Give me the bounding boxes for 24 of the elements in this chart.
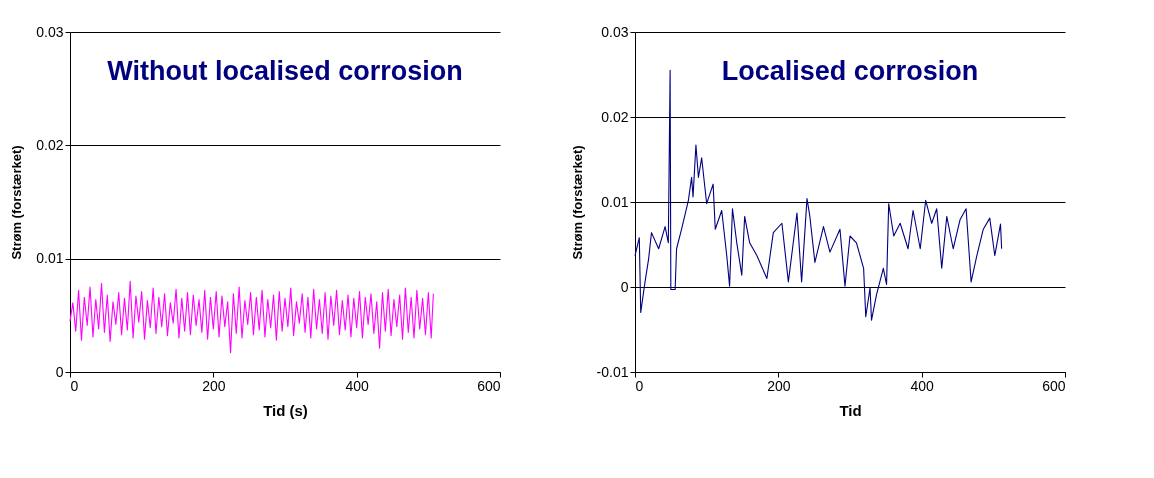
y-axis-title: Strøm (forstærket) <box>9 145 25 260</box>
x-axis-title: Tid <box>839 401 862 419</box>
y-tick-label: 0.01 <box>601 193 629 210</box>
y-axis-title: Strøm (forstærket) <box>569 145 585 260</box>
y-tick-label: 0 <box>620 278 629 295</box>
y-tick-label: -0.01 <box>596 363 629 380</box>
y-tick-label: 0.02 <box>36 136 64 153</box>
x-tick-label: 200 <box>202 377 226 394</box>
x-tick-label: 400 <box>345 377 370 394</box>
x-tick-label: 600 <box>477 377 501 394</box>
y-tick-label: 0.01 <box>36 250 64 267</box>
x-tick-label: 0 <box>635 377 644 394</box>
y-tick-label: 0.03 <box>36 23 64 40</box>
y-tick-label: 0.02 <box>601 108 629 125</box>
x-tick-label: 600 <box>1042 377 1066 394</box>
line-series <box>69 280 434 354</box>
x-tick-label: 0 <box>70 377 79 394</box>
y-tick-label: 0 <box>55 363 64 380</box>
x-tick-label: 200 <box>767 377 791 394</box>
text: Without localised corrosion <box>107 56 463 86</box>
x-axis-title: Tid (s) <box>263 401 308 419</box>
text: Localised corrosion <box>721 56 979 86</box>
x-tick-label: 400 <box>910 377 935 394</box>
y-tick-label: 0.03 <box>601 23 629 40</box>
